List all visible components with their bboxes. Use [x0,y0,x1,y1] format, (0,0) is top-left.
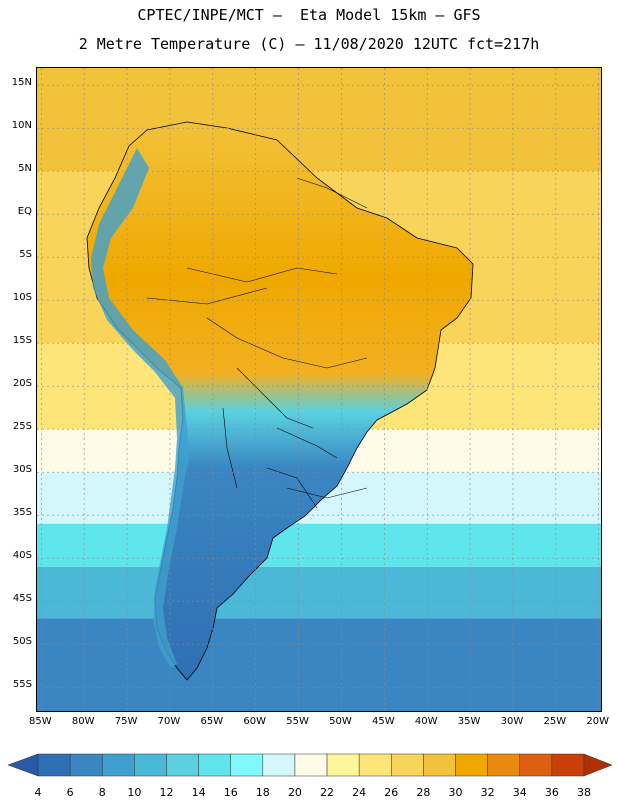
colorbar-swatch [358,753,392,777]
temperature-map [36,67,602,712]
longitude-tick-label: 55W [286,716,309,727]
colorbar-swatch [326,753,360,777]
colorbar-swatch [455,753,488,777]
latitude-tick-label: 5S [19,249,32,261]
longitude-tick-label: 75W [114,716,138,727]
colorbar-level-label: 10 [127,786,141,799]
latitude-tick-label: EQ [17,206,32,218]
colorbar-swatch [551,753,585,777]
colorbar-swatch [101,753,135,777]
ocean-band [37,566,601,619]
latitude-tick-label: 35S [12,507,32,519]
longitude-tick-label: 35W [457,716,481,727]
ocean-band [37,523,601,567]
colorbar-level-label: 20 [288,786,302,799]
latitude-tick-label: 25S [12,421,32,433]
colorbar-level-label: 30 [449,786,463,799]
longitude-tick-label: 80W [71,716,95,727]
graticule [37,68,601,711]
colorbar-level-label: 22 [320,786,334,799]
colorbar-level-label: 36 [545,786,559,799]
colorbar-swatch [391,753,424,777]
colorbar-level-label: 12 [159,786,173,799]
colorbar-swatch [198,753,231,777]
colorbar-max-arrow [583,753,613,777]
latitude-tick-label: 40S [12,550,32,562]
colorbar-swatch [262,753,296,777]
latitude-tick-label: 5N [18,163,32,175]
latitude-tick-label: 15S [12,335,32,347]
colorbar-level-label: 32 [481,786,495,799]
latitude-tick-label: 10N [11,120,32,132]
latitude-tick-label: 50S [12,636,32,648]
colorbar-swatch [519,753,553,777]
colorbar-level-label: 8 [99,786,106,799]
colorbar-swatch [294,753,328,777]
latitude-tick-label: 10S [12,292,32,304]
colorbar-level-label: 16 [224,786,238,799]
latitude-tick-label: 20S [12,378,32,390]
ocean-band [37,68,601,172]
longitude-tick-label: 85W [28,716,52,727]
longitude-tick-label: 45W [372,716,395,727]
colorbar-level-label: 26 [384,786,398,799]
longitude-tick-label: 60W [243,716,266,727]
latitude-tick-label: 30S [12,464,32,476]
longitude-tick-label: 20W [586,716,610,727]
map-title: CPTEC/INPE/MCT – Eta Model 15km – GFS [137,6,481,24]
colorbar-level-label: 14 [192,786,206,799]
temperature-colorbar: 4 6 8 10 12 14 16 18 20 22 24 26 28 30 32 34 36 38 [7,753,613,799]
colorbar-swatch [166,753,199,777]
colorbar-level-label: 6 [67,786,74,799]
map-subtitle: 2 Metre Temperature (C) – 11/08/2020 12U… [78,35,540,53]
colorbar-swatch [37,753,71,777]
ocean-band [37,618,601,711]
longitude-tick-label: 70W [157,716,181,727]
longitude-tick-label: 50W [329,716,352,727]
latitude-tick-label: 45S [12,593,32,605]
latitude-tick-label: 15N [11,77,32,89]
colorbar-level-label: 28 [416,786,430,799]
colorbar-swatch [134,753,167,777]
colorbar-min-arrow [7,753,39,777]
colorbar-swatch [423,753,456,777]
longitude-tick-label: 30W [500,716,524,727]
longitude-tick-label: 25W [543,716,567,727]
latitude-tick-label: 55S [12,679,32,691]
longitude-tick-label: 40W [414,716,438,727]
colorbar-swatch [230,753,264,777]
longitude-tick-label: 65W [200,716,224,727]
colorbar-level-label: 18 [256,786,270,799]
colorbar-level-label: 4 [35,786,42,799]
colorbar-swatch [69,753,103,777]
colorbar-level-label: 38 [577,786,591,799]
colorbar-swatch [487,753,521,777]
colorbar-level-label: 34 [513,786,527,799]
colorbar-level-label: 24 [352,786,366,799]
